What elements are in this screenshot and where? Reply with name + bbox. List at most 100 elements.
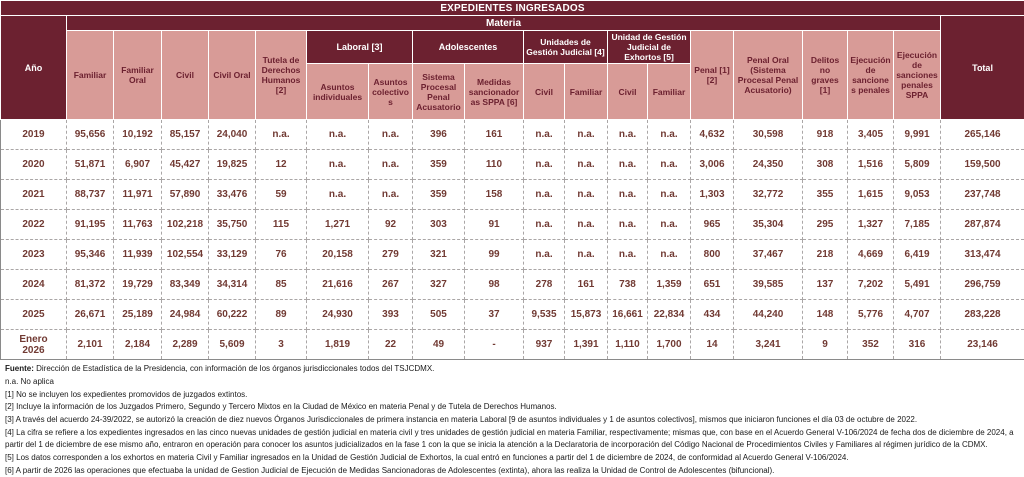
value-cell: 3,006 <box>691 150 734 180</box>
value-cell: 4,707 <box>894 300 941 330</box>
col-header-medidas-sancionadoras: Medidas sancionadoras SPPA [6] <box>465 64 524 120</box>
value-cell: 918 <box>803 120 848 150</box>
title-row: EXPEDIENTES INGRESADOS <box>1 1 1024 16</box>
na-note: n.a. No aplica <box>5 376 1019 388</box>
value-cell: 267 <box>369 270 413 300</box>
value-cell: 393 <box>369 300 413 330</box>
value-cell: 295 <box>803 210 848 240</box>
value-cell: 85,157 <box>162 120 209 150</box>
col-header-ejecucion-penales: Ejecución de sanciones penales <box>848 31 894 120</box>
value-cell: 4,632 <box>691 120 734 150</box>
total-cell: 159,500 <box>941 150 1024 180</box>
value-cell: 76 <box>256 240 307 270</box>
col-header-tutela: Tutela de Derechos Humanos [2] <box>256 31 307 120</box>
value-cell: 161 <box>465 120 524 150</box>
value-cell: 738 <box>608 270 648 300</box>
value-cell: 316 <box>894 330 941 360</box>
value-cell: 22 <box>369 330 413 360</box>
footnote-2: [2] Incluye la información de los Juzgad… <box>5 401 1019 413</box>
value-cell: 434 <box>691 300 734 330</box>
value-cell: 60,222 <box>209 300 256 330</box>
value-cell: n.a. <box>648 210 691 240</box>
value-cell: 19,729 <box>114 270 162 300</box>
value-cell: n.a. <box>369 150 413 180</box>
value-cell: 218 <box>803 240 848 270</box>
value-cell: n.a. <box>524 120 565 150</box>
value-cell: n.a. <box>648 150 691 180</box>
footnote-5: [5] Los datos corresponden a los exhorto… <box>5 452 1019 464</box>
value-cell: 81,372 <box>67 270 114 300</box>
value-cell: 33,476 <box>209 180 256 210</box>
value-cell: 33,129 <box>209 240 256 270</box>
row-year: 2024 <box>1 270 67 300</box>
value-cell: 25,189 <box>114 300 162 330</box>
value-cell: 22,834 <box>648 300 691 330</box>
total-cell: 296,759 <box>941 270 1024 300</box>
source-line: Fuente: Dirección de Estadística de la P… <box>5 363 1019 375</box>
value-cell: 88,737 <box>67 180 114 210</box>
value-cell: n.a. <box>369 180 413 210</box>
col-header-total: Total <box>941 16 1024 120</box>
value-cell: n.a. <box>524 180 565 210</box>
value-cell: 278 <box>524 270 565 300</box>
value-cell: n.a. <box>307 180 369 210</box>
col-header-asuntos-individuales: Asuntos individuales <box>307 64 369 120</box>
value-cell: 1,359 <box>648 270 691 300</box>
row-year: 2019 <box>1 120 67 150</box>
row-year: 2023 <box>1 240 67 270</box>
total-cell: 23,146 <box>941 330 1024 360</box>
col-header-exhortos-familiar: Familiar <box>648 64 691 120</box>
value-cell: 5,776 <box>848 300 894 330</box>
value-cell: 16,661 <box>608 300 648 330</box>
value-cell: 95,656 <box>67 120 114 150</box>
value-cell: 37 <box>465 300 524 330</box>
row-year: 2021 <box>1 180 67 210</box>
value-cell: 9,535 <box>524 300 565 330</box>
value-cell: n.a. <box>608 210 648 240</box>
total-cell: 265,146 <box>941 120 1024 150</box>
value-cell: n.a. <box>524 240 565 270</box>
value-cell: 1,327 <box>848 210 894 240</box>
value-cell: 45,427 <box>162 150 209 180</box>
total-cell: 237,748 <box>941 180 1024 210</box>
row-year: 2022 <box>1 210 67 240</box>
value-cell: 15,873 <box>565 300 608 330</box>
value-cell: 6,907 <box>114 150 162 180</box>
value-cell: 1,819 <box>307 330 369 360</box>
value-cell: 12 <box>256 150 307 180</box>
materia-row: Año Materia Total <box>1 16 1024 31</box>
table-title: EXPEDIENTES INGRESADOS <box>1 1 1024 16</box>
value-cell: 7,185 <box>894 210 941 240</box>
value-cell: 327 <box>413 270 465 300</box>
value-cell: 57,890 <box>162 180 209 210</box>
value-cell: 158 <box>465 180 524 210</box>
value-cell: 19,825 <box>209 150 256 180</box>
value-cell: 303 <box>413 210 465 240</box>
value-cell: 3,405 <box>848 120 894 150</box>
row-year: 2020 <box>1 150 67 180</box>
value-cell: 1,615 <box>848 180 894 210</box>
value-cell: 965 <box>691 210 734 240</box>
value-cell: 1,110 <box>608 330 648 360</box>
value-cell: 35,304 <box>734 210 803 240</box>
col-header-ugj-familiar: Familiar <box>565 64 608 120</box>
value-cell: 34,314 <box>209 270 256 300</box>
value-cell: 9,991 <box>894 120 941 150</box>
expedientes-table: EXPEDIENTES INGRESADOS Año Materia Total… <box>0 0 1024 360</box>
value-cell: n.a. <box>608 150 648 180</box>
value-cell: 352 <box>848 330 894 360</box>
value-cell: 95,346 <box>67 240 114 270</box>
group-header-laboral: Laboral [3] <box>307 31 413 64</box>
value-cell: 1,391 <box>565 330 608 360</box>
value-cell: 92 <box>369 210 413 240</box>
source-text: Dirección de Estadística de la Presidenc… <box>34 364 435 373</box>
value-cell: n.a. <box>565 150 608 180</box>
value-cell: 4,669 <box>848 240 894 270</box>
value-cell: 83,349 <box>162 270 209 300</box>
value-cell: 1,516 <box>848 150 894 180</box>
group-header-row: Familiar Familiar Oral Civil Civil Oral … <box>1 31 1024 64</box>
total-cell: 287,874 <box>941 210 1024 240</box>
